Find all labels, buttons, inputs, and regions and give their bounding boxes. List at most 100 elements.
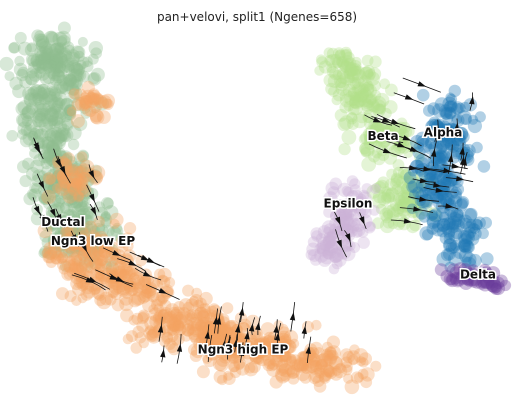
cell-point: [197, 327, 213, 343]
cell-point: [32, 169, 46, 183]
cell-point: [50, 61, 63, 74]
cell-point: [88, 101, 101, 114]
cell-point: [444, 107, 457, 120]
cell-point: [338, 230, 352, 243]
cell-point: [486, 277, 501, 293]
cell-point: [119, 252, 133, 266]
cell-point: [168, 317, 183, 332]
cell-point: [65, 243, 76, 255]
cell-point: [65, 74, 76, 85]
cell-point: [322, 226, 334, 238]
cell-point: [207, 329, 219, 341]
cell-point: [440, 248, 454, 262]
cell-point: [30, 53, 44, 68]
cell-point: [14, 31, 27, 44]
cell-point: [65, 163, 76, 174]
cell-point: [333, 218, 345, 230]
cell-point: [453, 208, 464, 219]
cell-point: [22, 86, 36, 101]
cell-point: [51, 132, 67, 147]
cell-point: [213, 370, 228, 384]
cell-point: [154, 314, 166, 326]
cell-point: [394, 121, 408, 136]
cell-point: [201, 325, 213, 337]
cell-point: [67, 199, 82, 214]
cell-point: [100, 210, 111, 221]
cell-point: [78, 95, 93, 110]
cell-point: [312, 374, 325, 387]
cell-point: [456, 197, 469, 210]
cell-point: [412, 186, 424, 199]
cell-point: [363, 80, 374, 91]
cell-point: [464, 207, 478, 221]
cell-point: [413, 180, 425, 192]
cell-point: [339, 101, 352, 114]
cell-point: [70, 242, 82, 254]
cell-point: [397, 189, 412, 204]
cell-point: [466, 267, 479, 279]
cell-point: [77, 150, 89, 163]
cell-point: [48, 194, 62, 208]
cell-point: [136, 320, 149, 333]
cell-point: [381, 186, 392, 197]
cell-point: [428, 169, 443, 183]
cell-point: [360, 87, 371, 98]
cell-point: [335, 77, 349, 92]
cell-point: [148, 307, 163, 322]
cell-point: [35, 54, 51, 69]
cell-point: [435, 143, 448, 155]
velocity-arrowhead: [212, 316, 219, 325]
cell-point: [73, 152, 86, 165]
cell-point: [251, 346, 265, 360]
cell-point: [41, 92, 54, 105]
cell-point: [360, 147, 372, 158]
cell-point: [282, 339, 297, 354]
cell-point: [69, 182, 80, 194]
cell-point: [441, 123, 454, 136]
cell-point: [66, 177, 82, 193]
cell-point: [49, 139, 63, 153]
cell-point: [229, 366, 242, 378]
cell-point: [283, 353, 298, 368]
cell-point: [408, 189, 420, 200]
cell-point: [419, 194, 433, 208]
cell-point: [69, 192, 80, 203]
cell-point: [120, 232, 135, 247]
cell-point: [86, 245, 98, 257]
cell-point: [59, 179, 71, 191]
velocity-arrowhead: [88, 276, 97, 283]
cell-point: [54, 129, 68, 143]
cell-point: [65, 217, 79, 231]
cell-point: [21, 105, 36, 119]
cell-point: [476, 267, 491, 282]
cell-point: [29, 182, 40, 194]
cell-point: [50, 172, 62, 184]
cell-point: [122, 240, 134, 252]
velocity-arrowhead: [459, 156, 466, 166]
cell-point: [14, 55, 25, 67]
cell-point: [283, 330, 299, 345]
cell-point: [269, 375, 283, 389]
cell-point: [56, 36, 67, 47]
cell-point: [54, 192, 67, 205]
cell-point: [340, 224, 355, 239]
cell-point: [341, 57, 354, 71]
cell-point: [44, 219, 56, 231]
cell-point: [479, 277, 491, 289]
cell-point: [39, 107, 51, 119]
cell-point: [313, 364, 326, 376]
cell-point: [64, 109, 77, 121]
cell-point: [196, 303, 211, 319]
cell-point: [86, 244, 101, 258]
cell-point: [378, 127, 393, 142]
cell-point: [77, 207, 91, 221]
cell-point: [328, 248, 344, 263]
cell-point: [148, 304, 159, 315]
cell-point: [48, 238, 63, 253]
velocity-arrowhead: [71, 234, 77, 243]
cell-point: [343, 101, 354, 112]
cell-point: [331, 94, 342, 106]
cell-point: [117, 270, 128, 281]
cell-point: [279, 353, 292, 366]
cell-point: [45, 174, 57, 185]
